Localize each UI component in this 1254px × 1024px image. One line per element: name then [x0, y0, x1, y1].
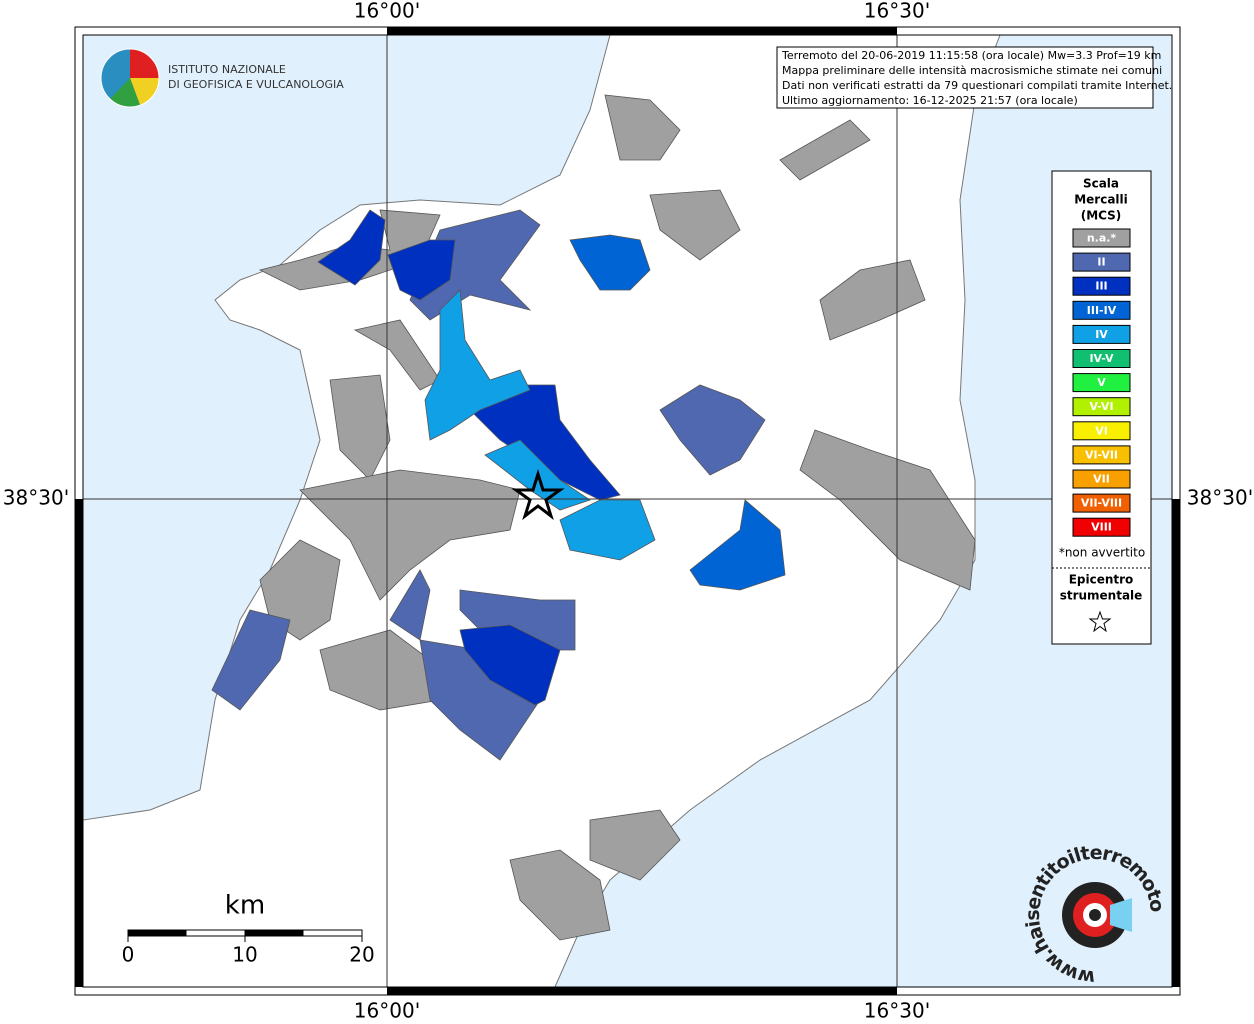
info-line: Ultimo aggiornamento: 16-12-2025 21:57 (…	[782, 94, 1078, 107]
legend-label: VIII	[1091, 521, 1112, 534]
legend-label: II	[1097, 256, 1105, 269]
info-line: Dati non verificati estratti da 79 quest…	[782, 79, 1172, 92]
municipality	[424, 289, 531, 441]
lat-label: 38°30'	[1187, 486, 1253, 510]
frame	[74, 26, 1181, 996]
legend-swatch	[1072, 276, 1131, 296]
municipality	[409, 209, 541, 321]
logo-text: ISTITUTO NAZIONALE	[168, 63, 286, 76]
legend-label: VII	[1093, 473, 1110, 486]
epicenter-star	[511, 468, 565, 521]
watermark-logo	[1062, 882, 1132, 948]
lon-label: 16°30'	[864, 999, 930, 1023]
municipality	[819, 259, 926, 341]
lon-label: 16°30'	[864, 0, 930, 23]
lat-label: 38°30'	[3, 486, 69, 510]
legend-label: V-VI	[1089, 400, 1113, 413]
municipality	[589, 809, 681, 881]
legend-swatch	[1072, 349, 1131, 368]
ingv-logo	[100, 48, 160, 108]
legend-note: *non avvertito	[1059, 546, 1145, 560]
legend-swatch	[1072, 252, 1131, 272]
scale-segment	[245, 930, 304, 936]
legend-epicenter: strumentale	[1060, 589, 1143, 603]
legend-label: III-IV	[1087, 304, 1117, 317]
legend-swatch	[1072, 397, 1131, 417]
municipality	[509, 849, 611, 941]
info-line: Mappa preliminare delle intensità macros…	[782, 64, 1162, 77]
legend-label: VII-VIII	[1081, 497, 1122, 510]
legend-label: IV-V	[1089, 352, 1114, 365]
municipality	[779, 119, 871, 181]
legend-label: III	[1095, 280, 1107, 293]
municipality	[329, 374, 391, 481]
legend-swatch	[1072, 421, 1131, 441]
legend-swatch	[1072, 324, 1131, 344]
scale-tick-label: 10	[232, 943, 257, 967]
legend-swatch	[1072, 373, 1131, 393]
scale-segment	[128, 930, 187, 936]
scale-tick-label: 0	[122, 943, 135, 967]
municipality	[299, 469, 521, 601]
municipality	[689, 499, 786, 591]
municipality	[211, 609, 291, 711]
legend-swatch	[1072, 445, 1131, 465]
municipality	[317, 209, 386, 286]
legend-title: (MCS)	[1081, 209, 1122, 223]
legend-epicenter: Epicentro	[1069, 573, 1134, 587]
municipality	[387, 239, 456, 301]
graticule	[83, 35, 1172, 987]
legend: ScalaMercalli(MCS)n.a.*IIIIIIII-IVIVIV-V…	[1051, 170, 1152, 645]
municipality	[659, 384, 766, 476]
legend-label: VI	[1095, 424, 1108, 437]
legend-label: V	[1097, 376, 1106, 389]
municipality	[569, 234, 651, 291]
municipality	[559, 499, 656, 561]
legend-swatch	[1072, 300, 1131, 320]
legend-swatch	[1072, 469, 1131, 489]
logo-text: DI GEOFISICA E VULCANOLOGIA	[168, 78, 344, 91]
municipality	[799, 429, 976, 591]
legend-title: Scala	[1083, 177, 1119, 191]
legend-label: IV	[1095, 328, 1108, 341]
lon-label: 16°00'	[354, 999, 420, 1023]
info-line: Terremoto del 20-06-2019 11:15:58 (ora l…	[781, 49, 1161, 62]
legend-swatch	[1072, 493, 1131, 513]
scale-unit: km	[225, 891, 265, 921]
legend-star	[1088, 610, 1112, 633]
legend-label: n.a.*	[1087, 232, 1117, 245]
municipality	[459, 624, 561, 706]
municipality	[649, 189, 741, 261]
legend-title: Mercalli	[1074, 193, 1128, 207]
scale-tick-label: 20	[349, 943, 374, 967]
legend-swatch	[1072, 517, 1131, 537]
legend-swatch	[1072, 228, 1131, 248]
municipality	[389, 569, 431, 641]
info-box	[776, 46, 1154, 109]
legend-label: VI-VII	[1085, 448, 1118, 461]
municipality	[604, 94, 681, 161]
lon-label: 16°00'	[354, 0, 420, 23]
